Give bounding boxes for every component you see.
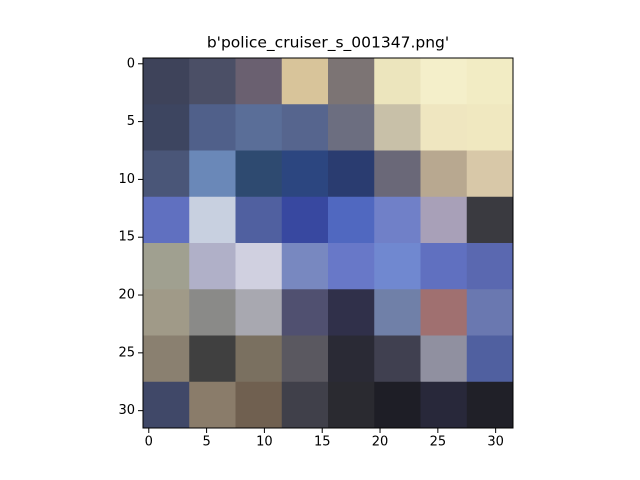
image-block bbox=[281, 58, 329, 105]
image-block bbox=[143, 58, 190, 105]
image-block bbox=[143, 289, 190, 336]
image-block bbox=[328, 289, 375, 336]
y-tick-label: 10 bbox=[118, 172, 135, 187]
image-block bbox=[143, 381, 190, 429]
image-block bbox=[189, 58, 236, 105]
image-block bbox=[466, 381, 514, 429]
image bbox=[143, 58, 514, 429]
image-block bbox=[235, 196, 283, 244]
x-tick-label: 10 bbox=[256, 435, 273, 450]
image-block bbox=[189, 243, 236, 290]
image-block bbox=[420, 243, 468, 290]
x-tick-label: 30 bbox=[487, 435, 504, 450]
image-block bbox=[235, 381, 283, 429]
image-block bbox=[189, 196, 236, 244]
x-tick-label: 15 bbox=[314, 435, 331, 450]
image-block bbox=[328, 335, 375, 383]
image-block bbox=[374, 243, 421, 290]
image-block bbox=[420, 196, 468, 244]
y-tick-label: 20 bbox=[118, 288, 135, 303]
image-block bbox=[466, 243, 514, 290]
image-block bbox=[281, 289, 329, 336]
image-block bbox=[374, 58, 421, 105]
image-block bbox=[328, 381, 375, 429]
image-block bbox=[189, 335, 236, 383]
image-block bbox=[189, 104, 236, 151]
image-block bbox=[143, 150, 190, 198]
image-block bbox=[235, 104, 283, 151]
image-block bbox=[374, 104, 421, 151]
image-block bbox=[328, 150, 375, 198]
image-block bbox=[281, 381, 329, 429]
x-tick-label: 25 bbox=[430, 435, 447, 450]
image-block bbox=[374, 150, 421, 198]
image-block bbox=[466, 58, 514, 105]
image-block bbox=[466, 335, 514, 383]
y-tick-label: 15 bbox=[118, 230, 135, 245]
image-block bbox=[466, 104, 514, 151]
image-block bbox=[328, 58, 375, 105]
image-block bbox=[374, 381, 421, 429]
image-block bbox=[466, 196, 514, 244]
image-block bbox=[143, 243, 190, 290]
x-tick-label: 5 bbox=[202, 435, 210, 450]
axes-frame bbox=[142, 57, 514, 429]
image-block bbox=[466, 289, 514, 336]
image-block bbox=[420, 150, 468, 198]
image-block bbox=[189, 381, 236, 429]
image-block bbox=[374, 289, 421, 336]
image-block bbox=[281, 196, 329, 244]
y-tick-label: 5 bbox=[127, 114, 135, 129]
chart-title: b'police_cruiser_s_001347.png' bbox=[207, 34, 449, 53]
image-block bbox=[143, 196, 190, 244]
image-block bbox=[189, 289, 236, 336]
image-block bbox=[143, 335, 190, 383]
image-block bbox=[420, 104, 468, 151]
image-block bbox=[466, 150, 514, 198]
image-block bbox=[143, 104, 190, 151]
image-block bbox=[235, 58, 283, 105]
y-tick-label: 0 bbox=[127, 56, 135, 71]
image-block bbox=[281, 150, 329, 198]
image-block bbox=[235, 335, 283, 383]
image-block bbox=[374, 335, 421, 383]
image-block bbox=[235, 289, 283, 336]
image-block bbox=[374, 196, 421, 244]
image-block bbox=[235, 150, 283, 198]
x-tick-label: 20 bbox=[372, 435, 389, 450]
image-block bbox=[281, 243, 329, 290]
image-block bbox=[328, 104, 375, 151]
image-block bbox=[281, 104, 329, 151]
image-block bbox=[189, 150, 236, 198]
y-tick-label: 30 bbox=[118, 403, 135, 418]
image-block bbox=[328, 243, 375, 290]
image-block bbox=[420, 381, 468, 429]
y-tick-label: 25 bbox=[118, 345, 135, 360]
image-block bbox=[235, 243, 283, 290]
x-tick-label: 0 bbox=[145, 435, 153, 450]
image-block bbox=[281, 335, 329, 383]
image-block bbox=[328, 196, 375, 244]
image-block bbox=[420, 58, 468, 105]
image-block bbox=[420, 335, 468, 383]
image-block bbox=[420, 289, 468, 336]
